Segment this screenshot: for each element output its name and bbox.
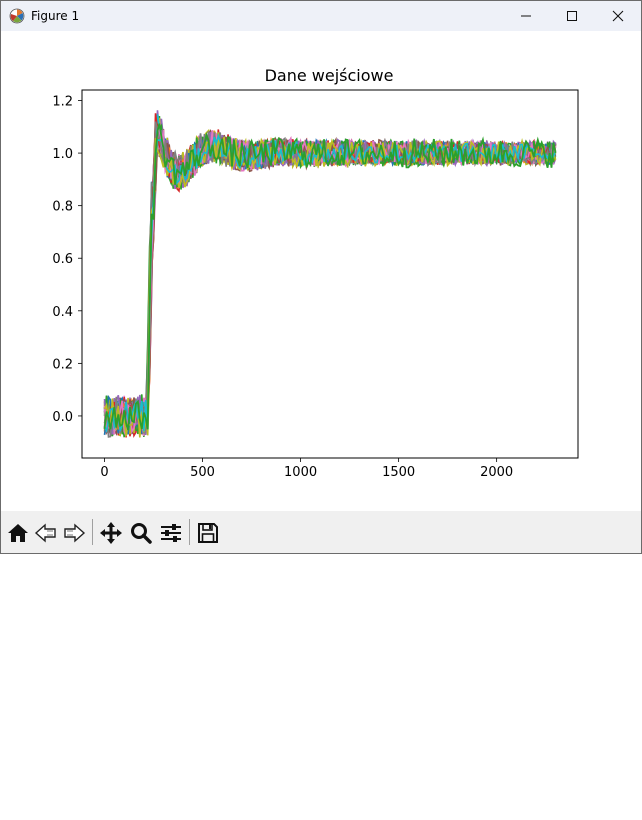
floppy-disk-icon bbox=[198, 523, 218, 543]
series-line bbox=[103, 123, 557, 431]
pan-button[interactable] bbox=[98, 520, 124, 546]
line-chart[interactable]: Dane wejściowe 0 500 1000 1500 2000 0.0 0.2 0.4… bbox=[1, 31, 641, 511]
save-button[interactable] bbox=[195, 520, 221, 546]
back-button[interactable] bbox=[33, 520, 59, 546]
configure-subplots-button[interactable] bbox=[158, 520, 184, 546]
figure-window: Figure 1 Dane wejściowe 0 500 1000 1500 2000… bbox=[0, 0, 642, 554]
zoom-button[interactable] bbox=[128, 520, 154, 546]
y-tick-label: 1.0 bbox=[52, 147, 73, 162]
back-arrow-icon bbox=[34, 523, 56, 543]
close-button[interactable] bbox=[595, 1, 641, 31]
toolbar-separator bbox=[92, 519, 93, 545]
y-tick-label: 0.0 bbox=[52, 410, 73, 425]
y-tick-label: 0.8 bbox=[52, 200, 73, 215]
window-title: Figure 1 bbox=[31, 9, 80, 23]
y-tick-label: 1.2 bbox=[52, 95, 73, 110]
series-layer bbox=[103, 110, 557, 438]
ticks-layer: 0 500 1000 1500 2000 0.0 0.2 0.4 0.6 0.8 1.0 1.2 bbox=[52, 95, 513, 480]
toolbar-separator bbox=[189, 519, 190, 545]
search-icon bbox=[131, 523, 152, 544]
home-icon bbox=[8, 524, 28, 542]
chart-title: Dane wejściowe bbox=[265, 66, 394, 85]
navigation-toolbar bbox=[1, 511, 641, 553]
x-tick-label: 500 bbox=[190, 465, 215, 480]
y-tick-label: 0.4 bbox=[52, 305, 73, 320]
series-line bbox=[103, 133, 557, 434]
maximize-icon bbox=[567, 11, 577, 21]
home-button[interactable] bbox=[5, 520, 31, 546]
series-line bbox=[103, 132, 557, 438]
close-icon bbox=[612, 10, 624, 22]
x-tick-label: 1000 bbox=[284, 465, 317, 480]
minimize-button[interactable] bbox=[503, 1, 549, 31]
sliders-icon bbox=[161, 524, 181, 542]
x-tick-label: 2000 bbox=[480, 465, 513, 480]
figure-canvas[interactable]: Dane wejściowe 0 500 1000 1500 2000 0.0 0.2 0.4… bbox=[1, 31, 641, 511]
axes-frame bbox=[81, 89, 579, 459]
y-tick-label: 0.2 bbox=[52, 357, 73, 372]
y-tick-label: 0.6 bbox=[52, 252, 73, 267]
x-tick-label: 0 bbox=[100, 465, 108, 480]
x-tick-label: 1500 bbox=[382, 465, 415, 480]
forward-arrow-icon bbox=[64, 523, 86, 543]
forward-button[interactable] bbox=[61, 520, 87, 546]
minimize-icon bbox=[521, 15, 531, 17]
maximize-button[interactable] bbox=[549, 1, 595, 31]
title-bar[interactable]: Figure 1 bbox=[1, 1, 641, 31]
matplotlib-icon bbox=[9, 8, 25, 24]
move-icon bbox=[100, 522, 122, 544]
